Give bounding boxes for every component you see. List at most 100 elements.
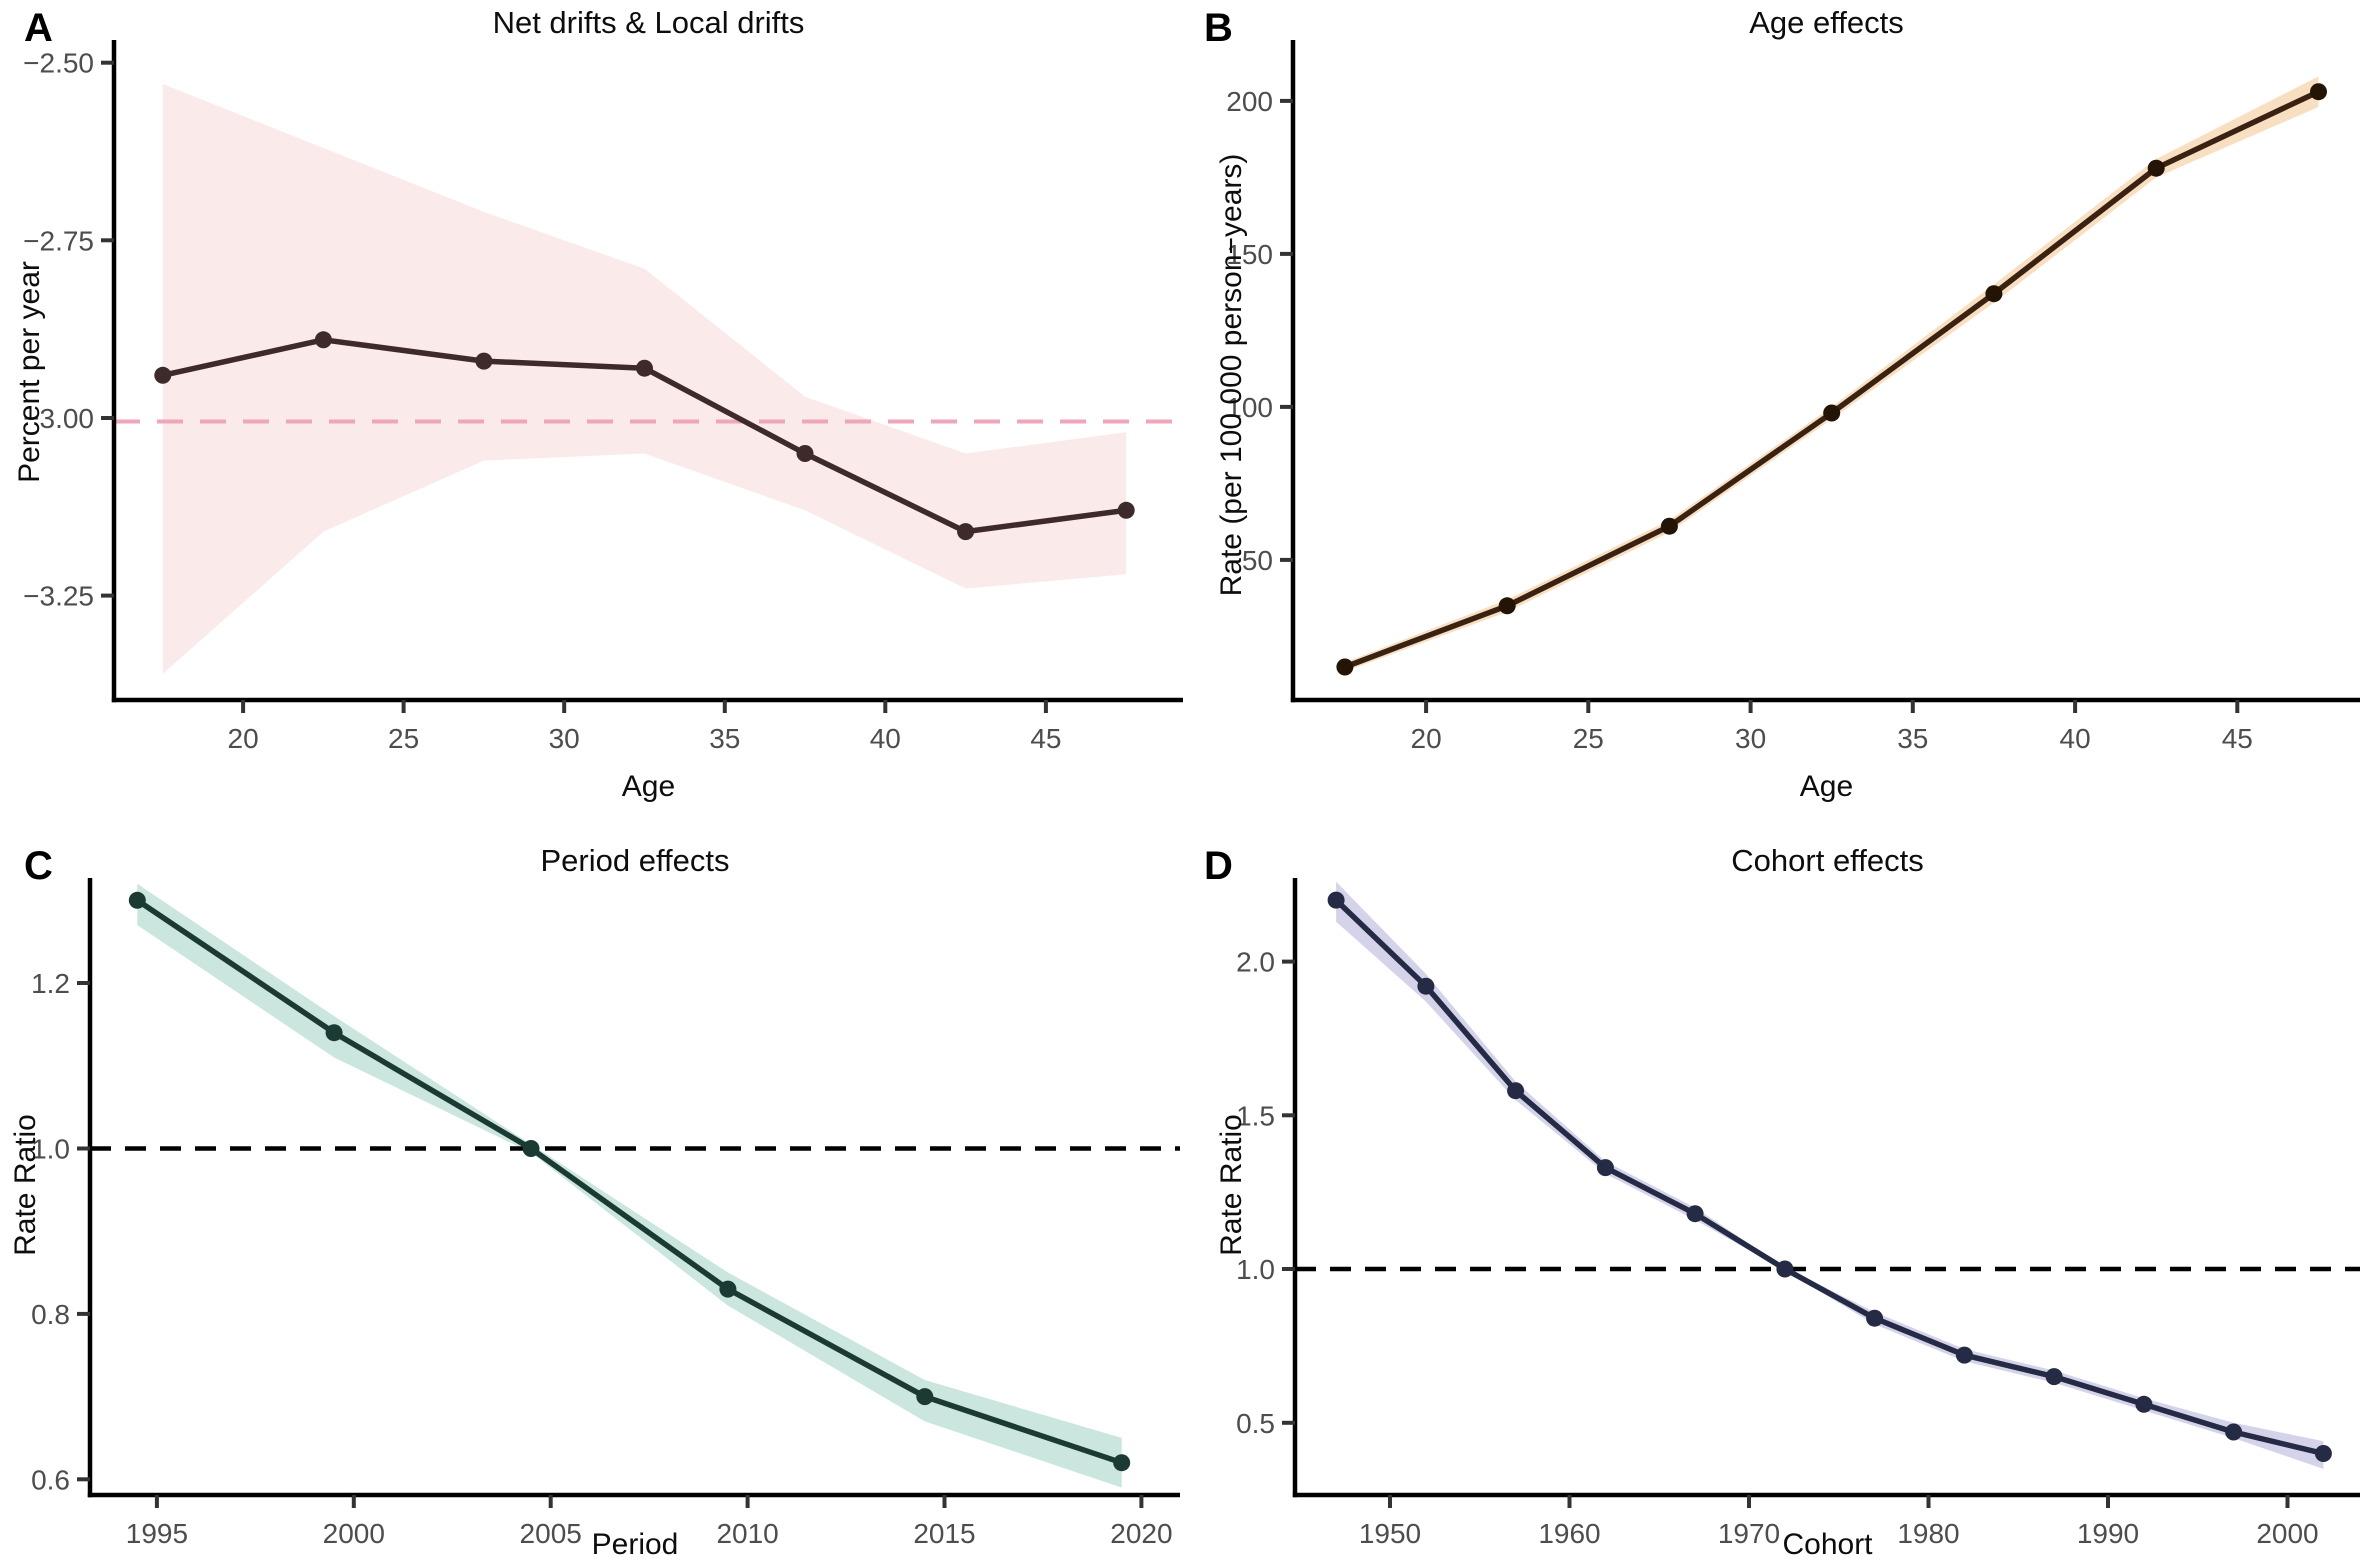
data-point [2135,1395,2153,1413]
x-tick-label: 2015 [913,1518,975,1549]
panel-a-x-axis-title: Age [621,770,676,803]
y-tick-label: 1.0 [1236,1254,1275,1285]
series-line [134,897,1125,1466]
panel-c-x-axis-title: Period [591,1528,679,1561]
series-line [1342,88,2322,670]
x-tick-label: 40 [2060,723,2091,754]
x-tick-label: 2020 [1110,1518,1172,1549]
data-point [1776,1260,1794,1278]
data-point [2045,1368,2063,1386]
data-point [1866,1309,1884,1327]
x-tick-label: 35 [1897,723,1928,754]
data-point [2225,1423,2243,1441]
panel-b-plot: 20 25 30 35 40 45 50 100 150 200 [1226,40,2360,754]
x-tick-label: 2000 [2256,1518,2318,1549]
data-point [2147,159,2165,177]
data-point [1336,658,1354,676]
data-point [1686,1205,1704,1223]
x-tick-label: 2005 [520,1518,582,1549]
y-tick-label: 0.8 [31,1299,70,1330]
panel-a-plot: 20 25 30 35 40 45 −2.50 −2.75 −3.00 −3.25 [23,40,1183,754]
data-point [957,523,975,541]
panel-b-x-axis-title: Age [1799,770,1854,803]
data-point [1823,404,1841,422]
y-tick-label: −3.25 [23,581,94,612]
data-point [1660,517,1678,535]
x-tick-label: 1995 [126,1518,188,1549]
panel-a-letter: A [24,6,53,50]
x-tick-label: 30 [549,723,580,754]
panel-d-letter: D [1204,844,1233,888]
confidence-band [137,883,1122,1488]
data-point [128,891,146,909]
panel-c-letter: C [24,844,53,888]
x-tick-label: 1960 [1538,1518,1600,1549]
y-tick-label: 100 [1226,392,1273,423]
y-tick-label: 1.5 [1236,1100,1275,1131]
x-tick-label: 30 [1735,723,1766,754]
x-tick-label: 2010 [716,1518,778,1549]
data-point [522,1140,540,1157]
panel-d-title: Cohort effects [1731,843,1924,878]
confidence-band [1344,76,2319,672]
data-point [719,1280,737,1298]
data-point [1117,501,1135,519]
data-point [1417,977,1435,995]
data-point [1596,1159,1614,1177]
data-point [314,331,332,349]
data-point [1327,891,1345,909]
y-tick-label: 200 [1226,86,1273,117]
panel-c-plot: 1995 2000 2005 2010 2015 2020 0.6 0.8 1.0 1.2 [31,878,1180,1549]
confidence-band [1336,881,2324,1469]
y-tick-label: 0.5 [1236,1408,1275,1439]
x-tick-label: 25 [1573,723,1604,754]
data-point [475,352,493,370]
data-point [636,359,653,377]
panel-b-title: Age effects [1749,5,1904,40]
data-point [2310,83,2327,101]
y-tick-label: 1.0 [31,1134,70,1165]
x-tick-label: 20 [1411,723,1442,754]
confidence-band [162,84,1127,674]
panel-c-y-axis-title: Rate Ratio [9,1114,42,1256]
panel-b-letter: B [1204,6,1233,50]
y-tick-label: 50 [1242,545,1273,576]
x-tick-label: 1950 [1359,1518,1421,1549]
data-point [1955,1346,1973,1364]
data-point [1985,285,2003,303]
x-tick-label: 45 [2222,723,2253,754]
x-tick-label: 1980 [1897,1518,1959,1549]
x-tick-label: 2000 [323,1518,385,1549]
data-point [1507,1082,1525,1100]
panel-a-title: Net drifts & Local drifts [492,5,805,40]
panel-b-y-axis-title: Rate (per 100 000 person−years) [1215,153,1248,597]
x-tick-label: 25 [388,723,419,754]
x-tick-label: 35 [709,723,740,754]
panel-a-y-axis-title: Percent per year [13,261,46,483]
data-point [1498,597,1516,615]
y-tick-label: −2.75 [23,225,94,256]
y-tick-label: 2.0 [1236,947,1275,978]
panel-d-x-axis-title: Cohort [1782,1528,1873,1561]
y-tick-label: 150 [1226,239,1273,270]
panel-c-title: Period effects [540,843,730,878]
data-point [796,445,814,462]
x-tick-label: 1990 [2077,1518,2139,1549]
x-tick-label: 45 [1030,723,1061,754]
data-point [2314,1445,2332,1462]
y-tick-label: −2.50 [23,48,94,79]
x-tick-label: 1970 [1718,1518,1780,1549]
x-tick-label: 20 [228,723,259,754]
panel-d-plot: 1950 1960 1970 1980 1990 2000 0.5 1.0 1.5 2.0 [1236,878,2360,1549]
series-line [1333,897,2327,1457]
data-point [916,1388,934,1406]
y-tick-label: 1.2 [31,968,70,999]
panel-d-y-axis-title: Rate Ratio [1215,1114,1248,1256]
data-point [1113,1454,1131,1472]
y-tick-label: −3.00 [23,403,94,434]
x-tick-label: 40 [870,723,901,754]
data-point [154,366,172,384]
data-point [325,1024,343,1042]
